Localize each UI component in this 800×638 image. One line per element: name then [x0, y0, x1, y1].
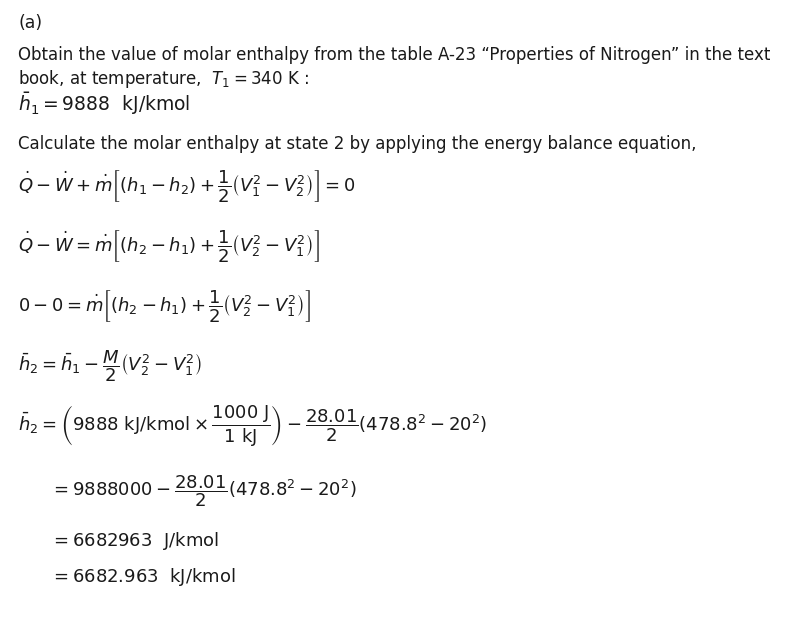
Text: $= 6682963$  J/kmol: $= 6682963$ J/kmol — [50, 530, 219, 552]
Text: $\bar{h}_2 = \bar{h}_1 - \dfrac{M}{2}\left(V_2^2 - V_1^2\right)$: $\bar{h}_2 = \bar{h}_1 - \dfrac{M}{2}\le… — [18, 348, 202, 383]
Text: Calculate the molar enthalpy at state 2 by applying the energy balance equation,: Calculate the molar enthalpy at state 2 … — [18, 135, 697, 153]
Text: $\dot{Q} - \dot{W} + \dot{m}\left[\left(h_1 - h_2\right) + \dfrac{1}{2}\left(V_1: $\dot{Q} - \dot{W} + \dot{m}\left[\left(… — [18, 168, 355, 204]
Text: $0 - 0 = \dot{m}\left[\left(h_2 - h_1\right) + \dfrac{1}{2}\left(V_2^2 - V_1^2\r: $0 - 0 = \dot{m}\left[\left(h_2 - h_1\ri… — [18, 288, 310, 324]
Text: Obtain the value of molar enthalpy from the table A-23 “Properties of Nitrogen” : Obtain the value of molar enthalpy from … — [18, 46, 770, 64]
Text: $\dot{Q} - \dot{W} = \dot{m}\left[\left(h_2 - h_1\right) + \dfrac{1}{2}\left(V_2: $\dot{Q} - \dot{W} = \dot{m}\left[\left(… — [18, 228, 320, 264]
Text: (a): (a) — [18, 14, 42, 32]
Text: book, at temperature,  $T_1 = 340$ K :: book, at temperature, $T_1 = 340$ K : — [18, 68, 310, 90]
Text: $= 6682.963$  kJ/kmol: $= 6682.963$ kJ/kmol — [50, 566, 235, 588]
Text: $= 9888000 - \dfrac{28.01}{2}\left(478.8^2 - 20^2\right)$: $= 9888000 - \dfrac{28.01}{2}\left(478.8… — [50, 473, 357, 508]
Text: $\bar{h}_1 = 9888$  kJ/kmol: $\bar{h}_1 = 9888$ kJ/kmol — [18, 90, 190, 117]
Text: $\bar{h}_2 = \left(9888 \mathrm{\ kJ/kmol} \times \dfrac{1000\ \mathrm{J}}{1\ \m: $\bar{h}_2 = \left(9888 \mathrm{\ kJ/kmo… — [18, 403, 487, 448]
